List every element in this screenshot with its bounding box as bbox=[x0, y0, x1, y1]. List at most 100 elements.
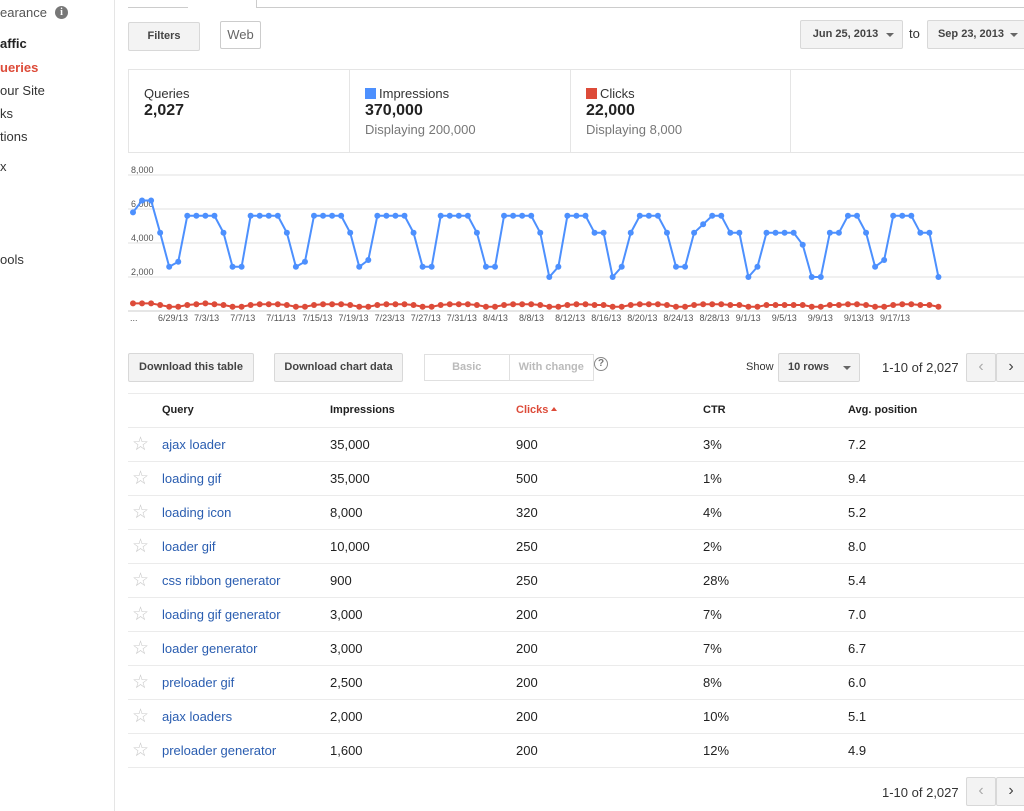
header-ctr[interactable]: CTR bbox=[703, 404, 726, 416]
header-impressions[interactable]: Impressions bbox=[330, 404, 395, 416]
clicks-label-row: Clicks bbox=[586, 86, 790, 101]
star-icon[interactable]: ☆ bbox=[132, 638, 150, 659]
header-clicks[interactable]: Clicks bbox=[516, 404, 558, 416]
data-point bbox=[256, 212, 263, 219]
data-point bbox=[926, 302, 933, 309]
query-link[interactable]: loading gif bbox=[162, 471, 222, 486]
x-tick-label: 9/5/13 bbox=[772, 313, 797, 323]
x-tick-label: 7/11/13 bbox=[266, 313, 295, 323]
table-row: ☆ loading gif generator 3,000 200 7% 7.0 bbox=[128, 598, 1024, 632]
impressions-cell: 35,000 bbox=[330, 471, 370, 486]
table-row: ☆ css ribbon generator 900 250 28% 5.4 bbox=[128, 564, 1024, 598]
star-icon[interactable]: ☆ bbox=[132, 536, 150, 557]
query-link[interactable]: ajax loaders bbox=[162, 709, 233, 724]
clicks-summary[interactable]: Clicks 22,000 Displaying 8,000 bbox=[570, 70, 791, 153]
next-page-button-bottom[interactable]: › bbox=[996, 777, 1024, 806]
data-point bbox=[790, 229, 797, 236]
data-point bbox=[781, 229, 788, 236]
table-row: ☆ loader gif 10,000 250 2% 8.0 bbox=[128, 530, 1024, 564]
help-icon[interactable]: ? bbox=[594, 357, 608, 371]
star-icon[interactable]: ☆ bbox=[132, 502, 150, 523]
clicks-cell: 250 bbox=[516, 539, 538, 554]
data-point bbox=[410, 229, 417, 236]
sidebar-item-manual-actions[interactable]: tions bbox=[0, 129, 28, 144]
sidebar-item-internal-links[interactable]: ks bbox=[0, 106, 13, 121]
query-link[interactable]: loader generator bbox=[162, 641, 258, 656]
data-point bbox=[301, 258, 308, 265]
data-point bbox=[718, 212, 725, 219]
data-point bbox=[437, 302, 444, 309]
sidebar-item-traffic[interactable]: affic bbox=[0, 36, 27, 51]
impressions-label-row: Impressions bbox=[365, 86, 570, 101]
ctr-cell: 28% bbox=[703, 573, 730, 588]
query-link[interactable]: ajax loader bbox=[162, 437, 226, 452]
data-point bbox=[220, 229, 227, 236]
star-icon[interactable]: ☆ bbox=[132, 570, 150, 591]
impressions-checkbox-icon[interactable] bbox=[365, 88, 376, 99]
data-point bbox=[202, 212, 209, 219]
query-link[interactable]: preloader gif bbox=[162, 675, 235, 690]
data-point bbox=[673, 263, 679, 270]
data-point bbox=[428, 263, 435, 270]
star-icon[interactable]: ☆ bbox=[132, 468, 150, 489]
data-point bbox=[455, 301, 462, 308]
sidebar-item-search-queries[interactable]: ueries bbox=[0, 60, 39, 75]
previous-page-button[interactable]: ‹ bbox=[966, 353, 996, 382]
x-tick-label: 7/27/13 bbox=[411, 313, 441, 323]
date-to-button[interactable]: Sep 23, 2013 bbox=[927, 20, 1024, 49]
web-filter-chip[interactable]: Web bbox=[220, 21, 261, 49]
date-from-button[interactable]: Jun 25, 2013 bbox=[800, 20, 903, 49]
performance-chart[interactable]: 2,000 4,000 6,000 8,000... 6/29/13 7/3/13 7/7/… bbox=[128, 165, 1024, 325]
data-point bbox=[627, 302, 634, 309]
data-point bbox=[781, 302, 788, 309]
data-point bbox=[256, 301, 263, 308]
sidebar-item-tools[interactable]: ools bbox=[0, 252, 24, 267]
download-chart-data-button[interactable]: Download chart data bbox=[274, 353, 403, 382]
data-point bbox=[356, 303, 363, 310]
data-point bbox=[555, 303, 562, 310]
data-point bbox=[283, 302, 290, 309]
data-point bbox=[311, 212, 317, 219]
data-point bbox=[691, 229, 698, 236]
sidebar-item-appearance[interactable]: earance i bbox=[0, 5, 68, 20]
data-point bbox=[464, 301, 471, 308]
filters-button[interactable]: Filters bbox=[128, 22, 200, 51]
star-icon[interactable]: ☆ bbox=[132, 434, 150, 455]
data-point bbox=[130, 300, 136, 307]
tab-with-change[interactable]: With change bbox=[518, 361, 584, 373]
header-query[interactable]: Query bbox=[162, 404, 194, 416]
main-content: Filters Web Jun 25, 2013 to Sep 23, 2013… bbox=[128, 0, 1024, 811]
data-point bbox=[437, 212, 444, 219]
sidebar-item-index[interactable]: x bbox=[0, 159, 7, 174]
star-icon[interactable]: ☆ bbox=[132, 672, 150, 693]
queries-label: Queries bbox=[144, 86, 190, 101]
data-point bbox=[139, 197, 146, 204]
clicks-cell: 320 bbox=[516, 505, 538, 520]
data-point bbox=[709, 301, 716, 308]
query-link[interactable]: loading icon bbox=[162, 505, 232, 520]
impressions-summary[interactable]: Impressions 370,000 Displaying 200,000 bbox=[349, 70, 570, 153]
previous-page-button-bottom[interactable]: ‹ bbox=[966, 777, 996, 806]
header-avg-position[interactable]: Avg. position bbox=[848, 404, 918, 416]
info-icon[interactable]: i bbox=[54, 6, 68, 19]
star-icon[interactable]: ☆ bbox=[132, 740, 150, 761]
clicks-checkbox-icon[interactable] bbox=[586, 88, 597, 99]
sidebar-item-links-to-your-site[interactable]: our Site bbox=[0, 83, 45, 98]
table-row: ☆ loading gif 35,000 500 1% 9.4 bbox=[128, 462, 1024, 496]
date-from-label: Jun 25, 2013 bbox=[812, 28, 879, 40]
query-link[interactable]: css ribbon generator bbox=[162, 573, 281, 588]
data-point bbox=[745, 303, 752, 310]
rows-per-page-select[interactable]: 10 rows bbox=[778, 353, 860, 382]
data-point bbox=[473, 302, 480, 309]
next-page-button[interactable]: › bbox=[996, 353, 1024, 382]
data-point bbox=[455, 212, 462, 219]
star-icon[interactable]: ☆ bbox=[132, 604, 150, 625]
download-table-button[interactable]: Download this table bbox=[128, 353, 254, 382]
data-point bbox=[175, 303, 182, 310]
query-link[interactable]: loading gif generator bbox=[162, 607, 281, 622]
tab-basic[interactable]: Basic bbox=[425, 355, 510, 380]
star-icon[interactable]: ☆ bbox=[132, 706, 150, 727]
query-link[interactable]: loader gif bbox=[162, 539, 216, 554]
query-link[interactable]: preloader generator bbox=[162, 743, 277, 758]
data-point bbox=[446, 301, 453, 308]
